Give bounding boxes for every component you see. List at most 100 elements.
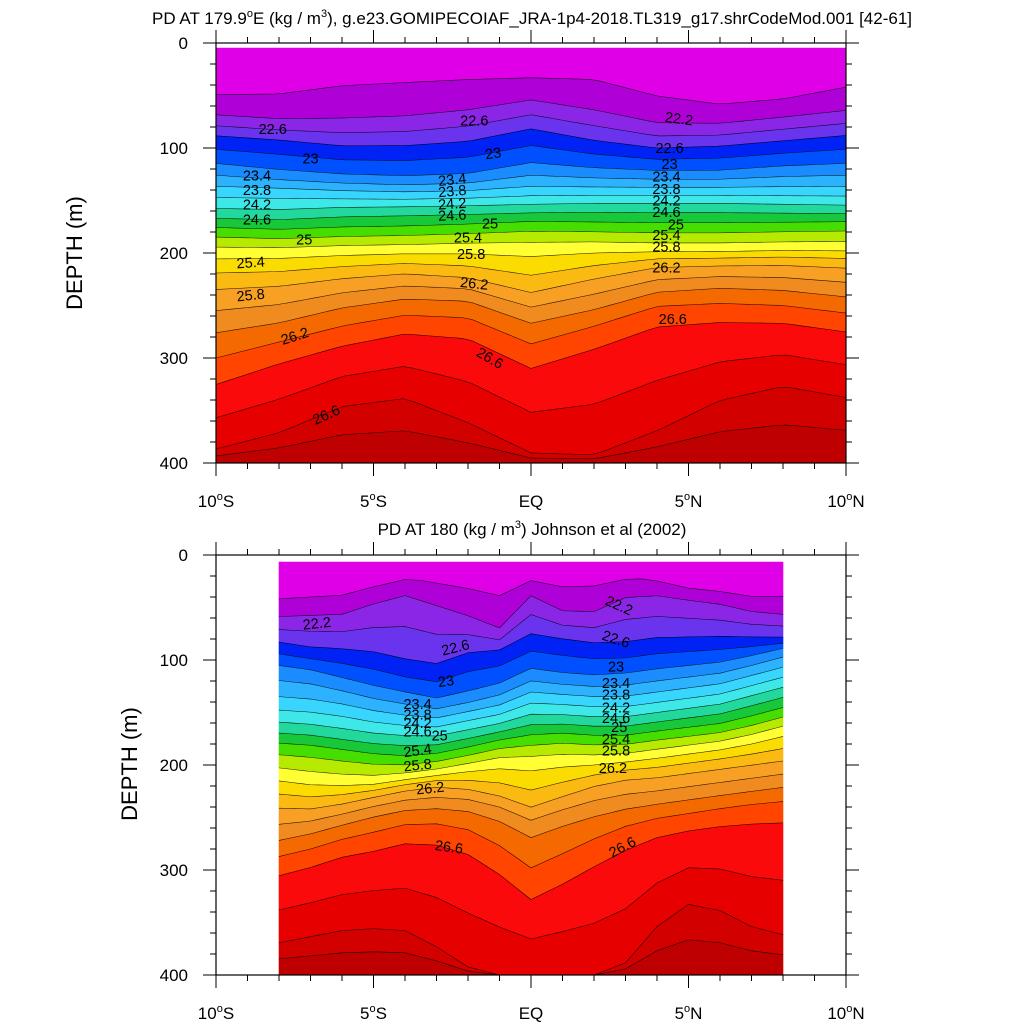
contour-line xyxy=(215,288,847,334)
contour-label: 23.4 xyxy=(243,168,271,184)
contour-line xyxy=(278,647,784,699)
x-tick-label: 10oN xyxy=(827,491,864,511)
contour-line xyxy=(215,265,847,293)
contour-line xyxy=(215,424,847,460)
contour-label: 22.2 xyxy=(664,110,694,130)
contour-label: 25.8 xyxy=(403,757,433,776)
contour-label: 23.8 xyxy=(652,182,680,198)
contour-label: 23.8 xyxy=(403,708,431,724)
contour-label: 23.4 xyxy=(437,171,467,190)
contour-label: 23.4 xyxy=(652,169,680,185)
contour-label: 24.2 xyxy=(602,700,630,716)
contour-line xyxy=(278,687,784,737)
contour-line xyxy=(278,656,784,710)
contour-label: 25 xyxy=(611,720,627,736)
contour-line xyxy=(278,707,784,757)
contour-line xyxy=(278,614,784,641)
contour-label: 25 xyxy=(296,232,312,248)
contour-label: 22.2 xyxy=(302,615,332,634)
top-y-axis-label: DEPTH (m) xyxy=(62,196,87,310)
contour-line xyxy=(215,221,847,230)
contour-label: 25.4 xyxy=(652,228,680,244)
contour-label: 23 xyxy=(608,659,624,675)
contour-label: 23 xyxy=(484,145,502,163)
contour-label: 26.2 xyxy=(652,261,680,277)
bottom-axes: 0 100 200 300 400 10oS 5oS EQ 5oN 10oN xyxy=(160,542,865,1023)
contour-label: 24.2 xyxy=(438,196,467,214)
contour-line xyxy=(278,676,784,728)
contour-line xyxy=(278,760,784,810)
contour-label: 25.4 xyxy=(454,230,482,246)
contour-label: 23.4 xyxy=(403,697,431,713)
contour-label: 24.6 xyxy=(602,711,630,727)
contour-label: 25.4 xyxy=(236,254,265,272)
y-tick-label: 100 xyxy=(160,139,188,158)
contour-label: 25.8 xyxy=(457,247,485,263)
contour-label: 22.6 xyxy=(655,141,683,157)
contour-line xyxy=(215,386,847,456)
panel-top: PD AT 179.9oE (kg / m3), g.e23.GOMIPECOI… xyxy=(62,8,912,511)
x-tick-label: 5oN xyxy=(675,1003,703,1023)
x-tick-label: 10oN xyxy=(827,1003,864,1023)
bottom-y-axis-label: DEPTH (m) xyxy=(117,707,142,821)
contour-line xyxy=(215,195,847,200)
contour-label: 22.6 xyxy=(259,122,287,138)
bottom-contour-fill xyxy=(278,561,784,976)
bottom-chart-title: PD AT 180 (kg / m3) Johnson et al (2002) xyxy=(378,519,687,539)
contour-line xyxy=(215,212,847,220)
contour-label: 25 xyxy=(668,218,684,234)
contour-label: 23 xyxy=(437,673,455,691)
y-tick-label: 400 xyxy=(160,454,188,473)
contour-line xyxy=(215,174,847,186)
contour-label: 23.8 xyxy=(243,183,271,199)
contour-label: 24.2 xyxy=(403,716,431,732)
contour-line xyxy=(278,578,784,600)
contour-line xyxy=(215,241,847,248)
x-tick-label: 5oN xyxy=(675,491,703,511)
contour-line xyxy=(215,250,847,260)
contour-label: 24.6 xyxy=(438,207,467,224)
y-tick-label: 200 xyxy=(160,756,188,775)
contour-label: 23.8 xyxy=(602,688,630,704)
contour-label: 26.2 xyxy=(599,761,627,777)
contour-line xyxy=(215,303,847,359)
x-tick-label: EQ xyxy=(519,492,544,511)
contour-line xyxy=(278,801,784,869)
contour-label: 24.2 xyxy=(652,194,680,210)
contour-line xyxy=(278,725,784,776)
contour-line xyxy=(278,773,784,825)
contour-label: 25.8 xyxy=(236,287,266,306)
contour-line xyxy=(278,748,784,798)
contour-label: 22.6 xyxy=(460,114,488,130)
contour-line xyxy=(215,162,847,176)
bottom-contour-lines xyxy=(278,578,784,976)
x-tick-label: 10oS xyxy=(198,491,234,511)
contour-label: 23 xyxy=(302,152,318,168)
contour-line xyxy=(278,642,784,683)
contour-line xyxy=(278,666,784,719)
top-contour-fill xyxy=(215,47,847,464)
x-tick-label: 5oS xyxy=(360,1003,387,1023)
contour-line xyxy=(215,99,847,124)
top-axes: 0 100 200 300 400 10oS 5oS EQ 5oN 10oN xyxy=(160,30,865,511)
contour-label: 26.2 xyxy=(415,780,445,799)
contour-line xyxy=(215,354,847,419)
contour-line xyxy=(278,595,784,629)
contour-label: 24.6 xyxy=(243,212,271,228)
contour-label: 25 xyxy=(482,217,498,233)
contour-label: 24.6 xyxy=(652,205,680,221)
contour-label: 26.6 xyxy=(659,312,687,328)
top-contour-lines xyxy=(215,77,847,460)
contour-label: 24.6 xyxy=(403,724,431,740)
y-tick-label: 300 xyxy=(160,349,188,368)
contour-line xyxy=(278,867,784,940)
contour-line xyxy=(215,322,847,385)
contour-label: 22.6 xyxy=(440,637,471,659)
y-tick-label: 200 xyxy=(160,244,188,263)
contour-label: 23 xyxy=(662,157,678,173)
contour-label: 23.8 xyxy=(438,183,468,201)
x-tick-label: 10oS xyxy=(198,1003,234,1023)
x-tick-label: EQ xyxy=(519,1004,544,1023)
